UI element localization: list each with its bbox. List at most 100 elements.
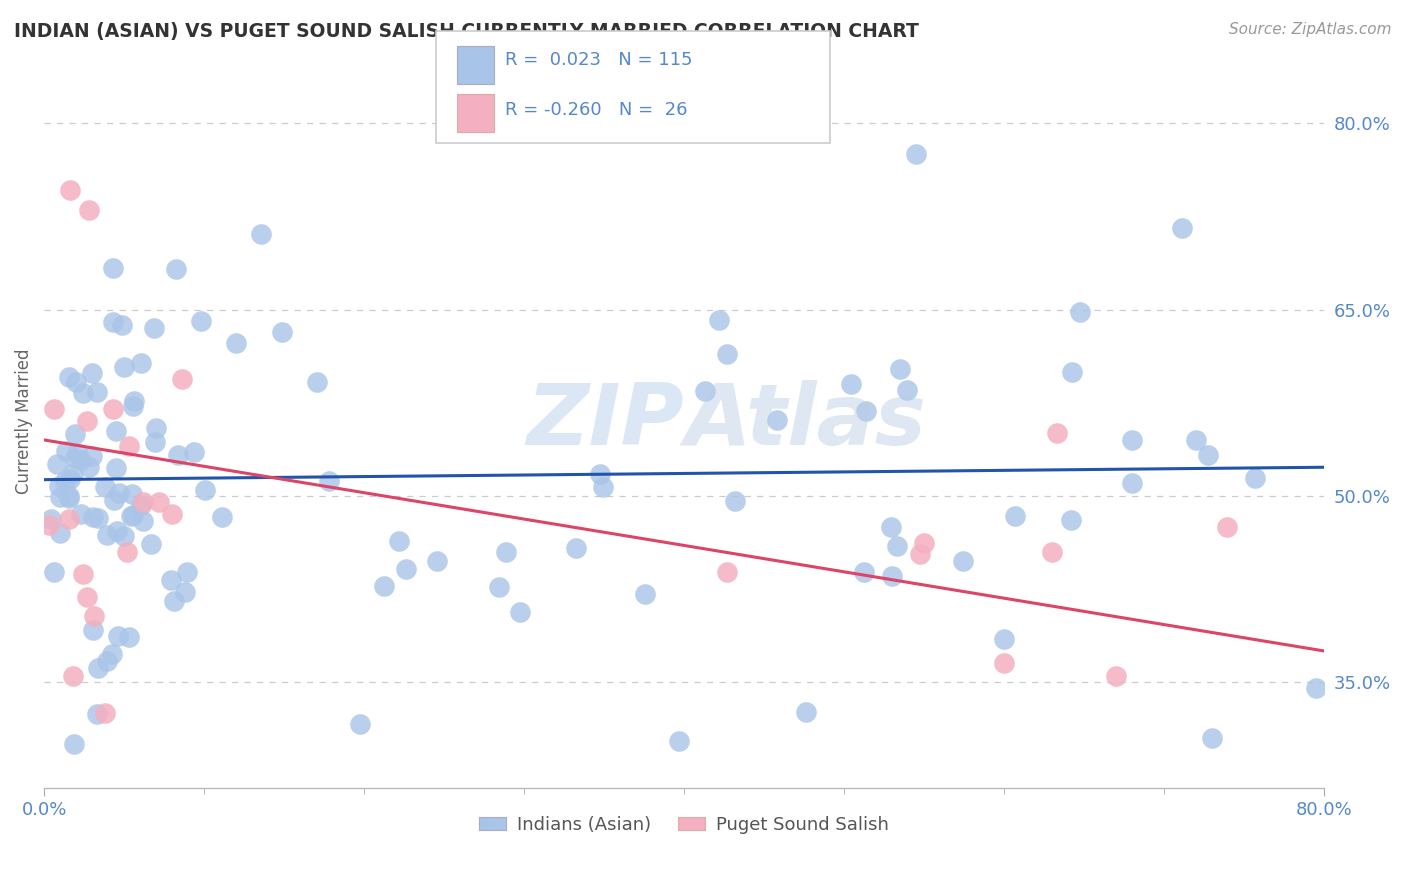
Point bbox=[58, 491, 80, 506]
Point bbox=[839, 377, 862, 392]
Point bbox=[1060, 365, 1083, 379]
Point bbox=[122, 399, 145, 413]
Point bbox=[165, 261, 187, 276]
Point bbox=[82, 510, 104, 524]
Point bbox=[148, 495, 170, 509]
Text: ZIP: ZIP bbox=[526, 380, 685, 463]
Point bbox=[1105, 669, 1128, 683]
Point bbox=[172, 372, 194, 386]
Point bbox=[132, 495, 155, 509]
Point bbox=[117, 544, 139, 558]
Point bbox=[509, 605, 531, 619]
Point bbox=[952, 554, 974, 568]
Point bbox=[160, 508, 183, 522]
Point bbox=[668, 733, 690, 747]
Point bbox=[1121, 433, 1143, 447]
Point bbox=[588, 467, 610, 481]
Point bbox=[58, 489, 80, 503]
Point bbox=[80, 367, 103, 381]
Point bbox=[42, 402, 65, 417]
Point bbox=[62, 669, 84, 683]
Point bbox=[225, 336, 247, 351]
Point bbox=[45, 458, 67, 472]
Point bbox=[63, 426, 86, 441]
Point bbox=[77, 203, 100, 218]
Point bbox=[912, 536, 935, 550]
Point bbox=[48, 490, 70, 504]
Point bbox=[101, 647, 124, 661]
Point bbox=[1305, 681, 1327, 696]
Point bbox=[765, 412, 787, 426]
Point bbox=[103, 492, 125, 507]
Point bbox=[695, 384, 717, 399]
Point bbox=[58, 370, 80, 384]
Point bbox=[86, 707, 108, 722]
Point bbox=[305, 375, 328, 389]
Point bbox=[129, 498, 152, 512]
Point bbox=[108, 486, 131, 500]
Point bbox=[94, 706, 117, 720]
Point bbox=[70, 452, 93, 467]
Point bbox=[87, 661, 110, 675]
Point bbox=[129, 356, 152, 370]
Point bbox=[58, 512, 80, 526]
Point bbox=[716, 347, 738, 361]
Point bbox=[889, 361, 911, 376]
Point bbox=[1185, 433, 1208, 447]
Point bbox=[104, 424, 127, 438]
Point bbox=[880, 519, 903, 533]
Point bbox=[426, 554, 449, 568]
Point bbox=[318, 474, 340, 488]
Point bbox=[122, 508, 145, 522]
Text: Atlas: Atlas bbox=[685, 380, 927, 463]
Point bbox=[1121, 476, 1143, 491]
Point bbox=[880, 568, 903, 582]
Point bbox=[349, 717, 371, 731]
Point bbox=[49, 525, 72, 540]
Text: R = -0.260   N =  26: R = -0.260 N = 26 bbox=[505, 101, 688, 119]
Point bbox=[143, 435, 166, 450]
Point bbox=[1060, 513, 1083, 527]
Point bbox=[211, 510, 233, 524]
Point bbox=[96, 528, 118, 542]
Point bbox=[72, 385, 94, 400]
Point bbox=[76, 590, 98, 604]
Point bbox=[794, 705, 817, 719]
Point bbox=[1201, 731, 1223, 745]
Point bbox=[163, 594, 186, 608]
Point bbox=[707, 313, 730, 327]
Point bbox=[76, 414, 98, 428]
Point bbox=[62, 737, 84, 751]
Point bbox=[1004, 509, 1026, 524]
Point bbox=[173, 585, 195, 599]
Point bbox=[39, 512, 62, 526]
Point bbox=[59, 183, 82, 197]
Y-axis label: Currently Married: Currently Married bbox=[15, 349, 32, 494]
Point bbox=[176, 565, 198, 579]
Point bbox=[72, 567, 94, 582]
Point bbox=[70, 507, 93, 521]
Point bbox=[724, 493, 747, 508]
Point bbox=[105, 460, 128, 475]
Point bbox=[139, 537, 162, 551]
Point bbox=[373, 579, 395, 593]
Point bbox=[103, 315, 125, 329]
Point bbox=[65, 375, 87, 389]
Point bbox=[565, 541, 588, 555]
Point bbox=[388, 533, 411, 548]
Point bbox=[101, 261, 124, 276]
Point bbox=[94, 480, 117, 494]
Point bbox=[132, 514, 155, 528]
Point bbox=[183, 444, 205, 458]
Point bbox=[53, 474, 76, 488]
Point bbox=[48, 479, 70, 493]
Point bbox=[896, 383, 918, 397]
Point bbox=[42, 565, 65, 579]
Point bbox=[1243, 471, 1265, 485]
Point bbox=[87, 511, 110, 525]
Point bbox=[190, 314, 212, 328]
Point bbox=[82, 623, 104, 637]
Point bbox=[1197, 448, 1219, 462]
Point bbox=[112, 529, 135, 543]
Point bbox=[101, 401, 124, 416]
